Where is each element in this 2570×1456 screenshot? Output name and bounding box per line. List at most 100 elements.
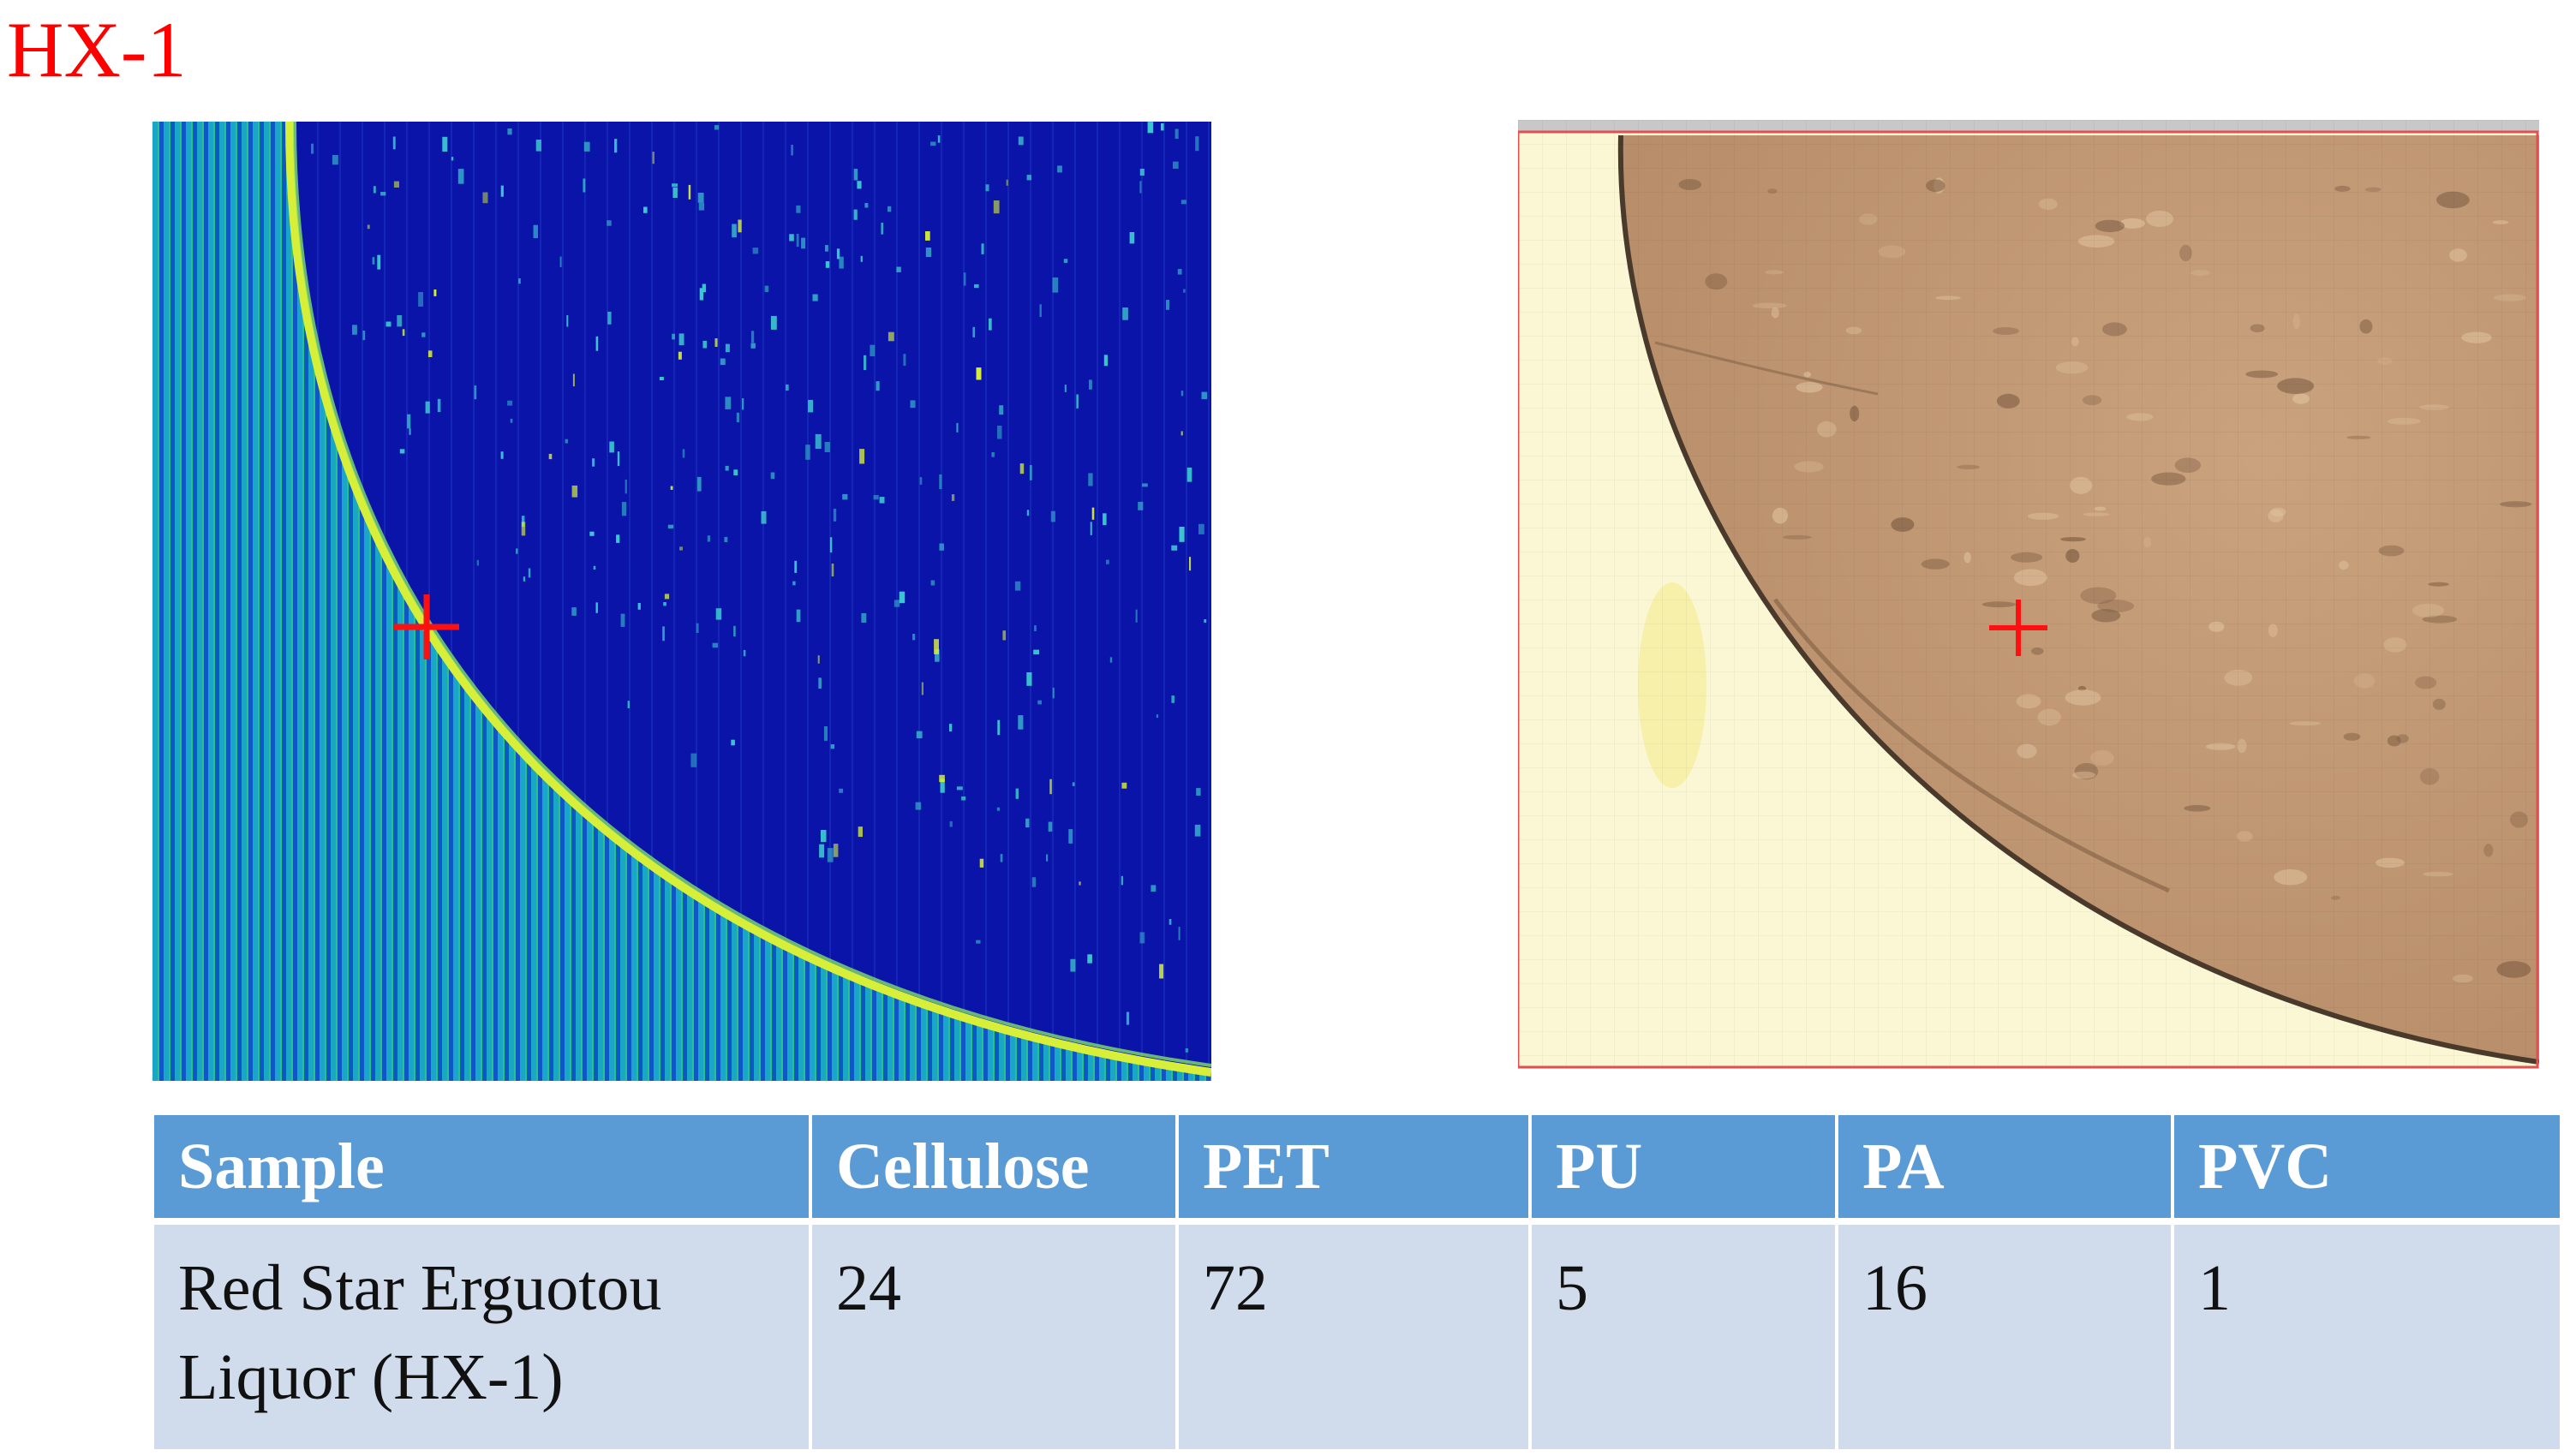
particle-mark [332,155,338,165]
particle-mark [733,625,736,637]
particle-mark [672,333,675,340]
particle-mark [1090,522,1092,535]
particle-mark [1171,545,1178,551]
particle-mark [818,677,822,689]
particle-mark [482,192,488,204]
particle-mark [949,820,953,827]
particle-mark [380,192,386,196]
particle-mark [535,140,541,152]
particle-mark [1180,431,1183,436]
particle-mark [916,731,923,739]
particle-mark [853,169,858,181]
particle-mark [812,294,818,301]
particle-mark [937,135,941,143]
particle-mark [1052,687,1055,699]
particle-mark [427,350,433,357]
particle-mark [1072,782,1075,786]
particle-mark [1151,885,1156,892]
particle-mark [939,474,942,490]
particle-mark [607,220,612,226]
particle-mark [433,289,437,296]
particle-mark [696,623,699,633]
particle-mark [1018,715,1024,730]
particle-mark [801,237,806,249]
particle-mark [857,181,862,189]
results-table: Sample Cellulose PET PU PA PVC Red Star … [154,1115,2560,1449]
particle-mark [997,426,1002,439]
particle-mark [559,256,562,267]
particle-mark [996,807,1001,811]
particle-mark [566,315,569,327]
page-title: HX-1 [7,6,187,93]
particle-mark [688,184,691,200]
particle-mark [521,522,526,536]
particle-mark [770,315,777,330]
particle-mark [956,786,963,791]
particle-mark [714,125,720,130]
particle-mark [609,441,614,453]
particle-mark [879,497,885,504]
particle-mark [930,580,935,586]
particle-mark [407,414,411,429]
particle-mark [1189,557,1192,571]
particle-mark [1046,854,1049,862]
cell-cellulose: 24 [810,1221,1179,1449]
particle-mark [985,184,989,192]
particle-mark [1135,609,1138,623]
particle-mark [451,157,454,161]
particle-mark [827,848,834,862]
particle-mark [1183,289,1186,293]
particle-mark [696,476,702,492]
particle-mark [1014,581,1021,591]
particle-mark [528,568,531,578]
particle-mark [1142,483,1148,487]
particle-mark [1161,123,1164,131]
table-row: Red Star Erguotou Liquor (HX-1) 24 72 5 … [154,1221,2560,1449]
particle-mark [571,485,578,498]
spectral-map-image [152,122,1211,1081]
particle-mark [421,332,426,337]
particle-mark [921,682,923,695]
particle-mark [731,739,735,746]
particle-mark [961,796,966,801]
particle-mark [915,802,922,810]
particle-mark [833,508,837,522]
particle-mark [979,858,984,868]
particle-mark [1138,501,1144,510]
particle-cluster [311,122,1208,1053]
particle-mark [956,422,959,433]
particle-mark [637,603,641,610]
particle-mark [402,329,405,337]
particle-mark [786,384,789,391]
particle-mark [392,136,396,150]
particle-mark [732,224,737,238]
particle-mark [1139,169,1145,176]
particle-mark [1052,277,1059,293]
particle-mark [1087,954,1092,964]
particle-mark [1031,877,1037,887]
particle-mark [595,336,599,351]
sample-name-line2: Liquor (HX-1) [178,1341,564,1413]
particle-mark [1048,821,1053,832]
particle-mark [1063,259,1068,263]
particle-mark [397,315,403,327]
particle-mark [699,288,704,301]
particle-mark [1173,161,1179,169]
particle-mark [1159,964,1164,979]
particle-mark [858,826,863,838]
particle-mark [792,581,796,586]
particle-mark [1195,136,1199,152]
particle-mark [1109,657,1113,663]
particle-mark [572,373,575,387]
particle-mark [516,548,518,554]
particle-mark [1002,630,1007,641]
particle-mark [900,595,905,602]
particle-mark [698,202,705,211]
particle-mark [989,318,992,331]
particle-mark [697,193,704,203]
particle-mark [888,331,894,342]
particle-mark [999,405,1004,415]
particle-mark [659,377,664,380]
particle-mark [702,340,708,349]
particle-mark [903,354,906,367]
